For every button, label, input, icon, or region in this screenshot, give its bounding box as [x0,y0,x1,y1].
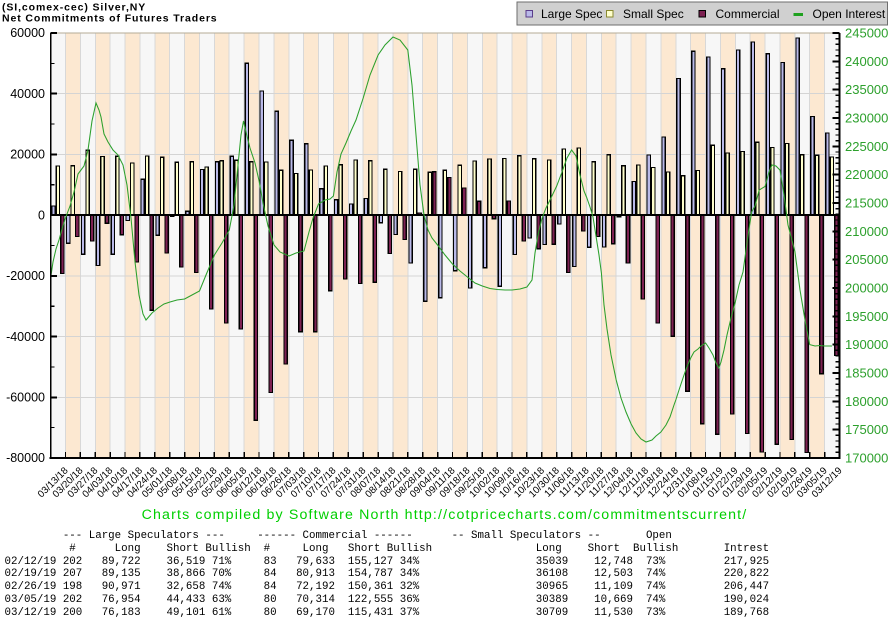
svg-text:Commercial: Commercial [716,7,780,21]
svg-text:240000: 240000 [845,54,888,69]
svg-text:190000: 190000 [845,337,888,352]
svg-text:185000: 185000 [845,366,888,381]
svg-text:20000: 20000 [10,148,45,162]
svg-text:235000: 235000 [845,82,888,97]
svg-text:200000: 200000 [845,281,888,296]
svg-text:220000: 220000 [845,167,888,182]
svg-text:(SI,comex-cec) Silver,NY: (SI,comex-cec) Silver,NY [2,2,146,14]
svg-text:245000: 245000 [845,26,888,41]
svg-text:195000: 195000 [845,309,888,324]
svg-text:230000: 230000 [845,111,888,126]
svg-text:175000: 175000 [845,422,888,437]
svg-text:-20000: -20000 [6,269,45,283]
svg-text:Large Spec: Large Spec [541,7,602,21]
svg-text:215000: 215000 [845,196,888,211]
svg-text:180000: 180000 [845,394,888,409]
svg-text:Net Commitments of Futures Tra: Net Commitments of Futures Traders [2,13,218,25]
svg-text:Small Spec: Small Spec [623,7,684,21]
svg-text:0: 0 [38,208,45,222]
svg-text:-60000: -60000 [6,390,45,404]
svg-text:Open Interest: Open Interest [813,7,886,21]
svg-text:205000: 205000 [845,252,888,267]
svg-text:210000: 210000 [845,224,888,239]
svg-text:170000: 170000 [845,451,888,466]
svg-text:-80000: -80000 [6,451,45,465]
svg-text:225000: 225000 [845,139,888,154]
svg-text:40000: 40000 [10,87,45,101]
svg-text:-40000: -40000 [6,330,45,344]
svg-text:60000: 60000 [10,26,45,40]
